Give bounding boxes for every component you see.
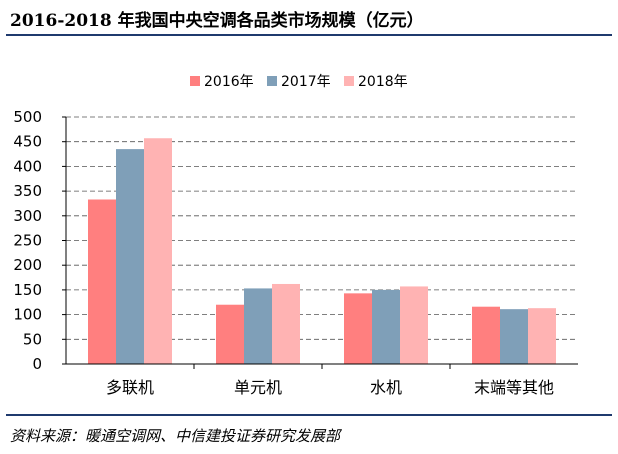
bar	[528, 308, 556, 364]
x-tick-label: 多联机	[106, 378, 154, 397]
bar	[400, 286, 428, 364]
bar	[116, 149, 144, 364]
bar	[88, 199, 116, 364]
y-tick-label: 200	[13, 256, 42, 274]
bar-chart: 2016年 2017年 2018年 0 50 100 150 200 250 300 350 400…	[13, 74, 578, 397]
x-tick-label: 单元机	[234, 378, 282, 397]
bar	[500, 309, 528, 364]
bar	[472, 306, 500, 364]
title-divider	[6, 34, 612, 36]
legend-label: 2017年	[281, 74, 331, 90]
y-tick-label: 450	[13, 133, 42, 151]
bar	[272, 283, 300, 364]
chart-legend: 2016年 2017年 2018年	[190, 74, 408, 90]
x-tick-label: 水机	[370, 378, 402, 397]
y-tick-label: 300	[13, 207, 42, 225]
y-tick-label: 350	[13, 182, 42, 200]
page-title: 2016-2018 年我国中央空调各品类市场规模（亿元）	[10, 11, 424, 31]
x-tick-label: 末端等其他	[474, 378, 554, 397]
bar	[344, 293, 372, 364]
y-tick-label: 400	[13, 157, 42, 175]
x-axis-ticks: 多联机 单元机 水机 末端等其他	[106, 378, 554, 397]
bar	[144, 138, 172, 364]
source-note: 资料来源：暖通空调网、中信建投证券研究发展部	[10, 427, 341, 445]
bar	[244, 288, 272, 364]
legend-label: 2018年	[358, 74, 408, 90]
y-axis-ticks: 0 50 100 150 200 250 300 350 400 450 500	[13, 108, 42, 373]
chart-axes	[62, 116, 578, 369]
y-tick-label: 150	[13, 281, 42, 299]
bar	[216, 304, 244, 364]
bar	[372, 289, 400, 364]
legend-swatch	[190, 76, 200, 86]
legend-swatch	[344, 76, 354, 86]
legend-label: 2016年	[204, 74, 254, 90]
y-tick-label: 100	[13, 306, 42, 324]
y-tick-label: 500	[13, 108, 42, 126]
source-divider	[6, 414, 612, 416]
chart-bars	[88, 138, 556, 364]
legend-swatch	[267, 76, 277, 86]
y-tick-label: 0	[32, 355, 42, 373]
y-tick-label: 50	[23, 330, 42, 348]
y-tick-label: 250	[13, 232, 42, 250]
